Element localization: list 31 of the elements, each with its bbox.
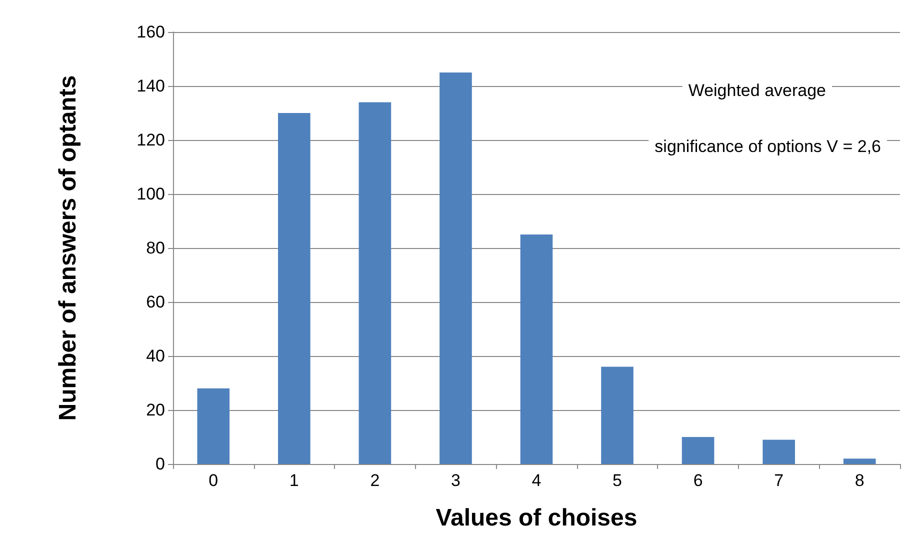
bar (762, 440, 795, 464)
x-tick-label: 6 (693, 471, 703, 490)
bar (843, 458, 876, 464)
y-tick-label: 100 (136, 184, 165, 204)
x-tick-label: 4 (532, 471, 542, 490)
bar (278, 113, 310, 464)
bar (520, 234, 553, 464)
x-tick-label: 7 (774, 471, 784, 490)
bar (358, 102, 392, 464)
y-tick-label: 80 (146, 238, 165, 258)
y-tick-label: 40 (146, 346, 165, 366)
y-tick-label: 60 (146, 292, 165, 312)
annotation: significance of options V = 2,6 (654, 137, 882, 156)
bar (440, 72, 472, 464)
y-tick-label: 120 (136, 130, 165, 150)
x-tick-label: 5 (612, 471, 622, 490)
annotation: Weighted average (688, 81, 826, 100)
x-tick-label: 2 (370, 471, 380, 490)
x-axis-title: Values of choises (436, 504, 638, 532)
y-axis-title: Number of answers of optants (54, 75, 82, 421)
bar (197, 388, 230, 464)
y-tick-label: 0 (156, 454, 165, 474)
x-tick-label: 0 (208, 471, 218, 490)
x-tick-label: 8 (854, 471, 864, 490)
x-tick-label: 3 (450, 471, 460, 490)
y-tick-label: 140 (136, 76, 165, 96)
y-tick-label: 20 (146, 400, 165, 420)
bar (682, 437, 714, 464)
y-tick-label: 160 (136, 22, 165, 42)
bar (601, 366, 634, 464)
x-tick-label: 1 (289, 471, 299, 490)
